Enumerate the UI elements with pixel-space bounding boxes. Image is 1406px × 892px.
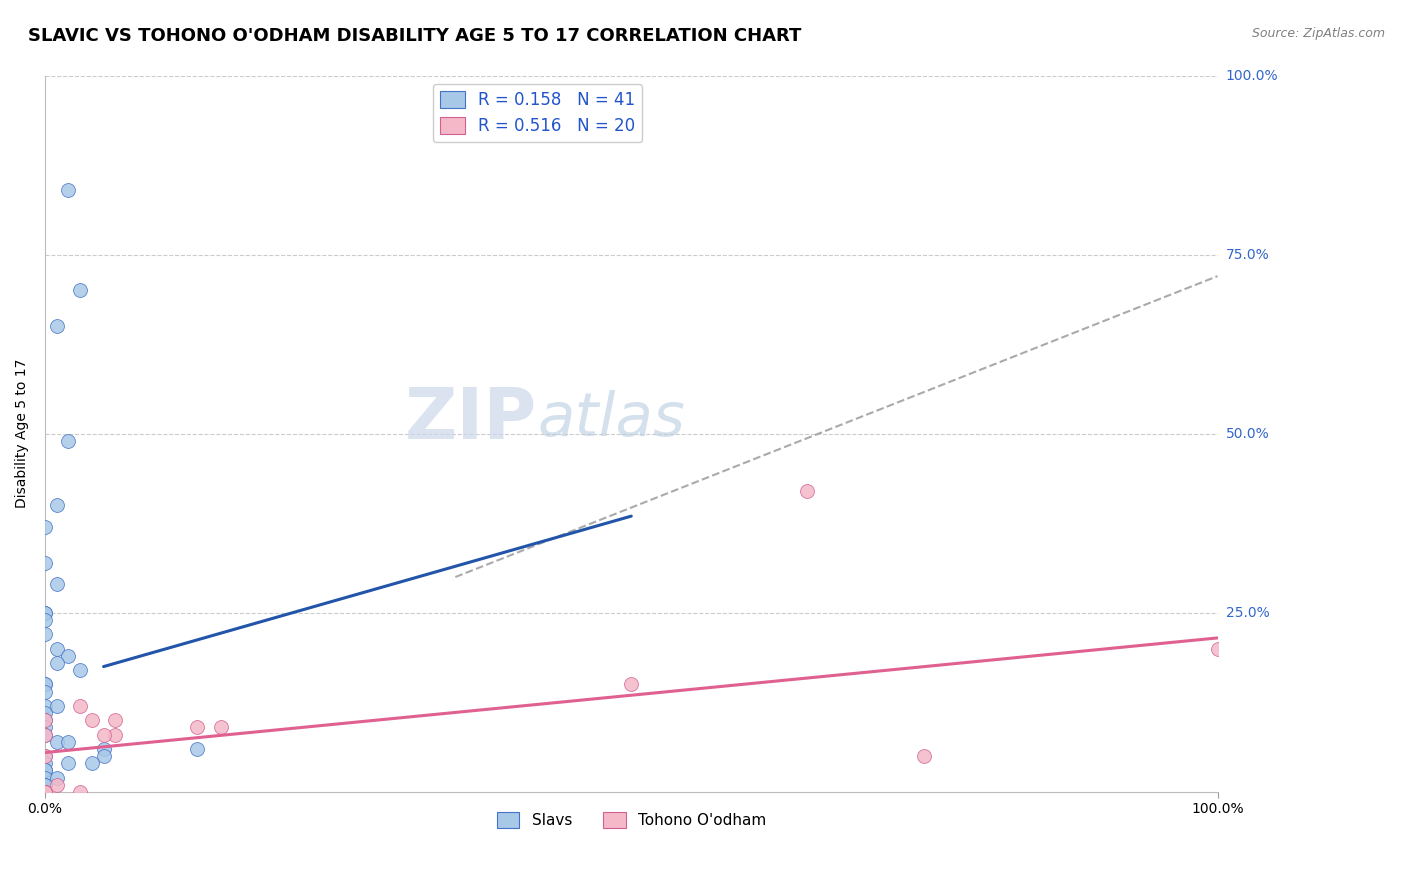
Point: [34, 556, 56, 570]
Y-axis label: Disability Age 5 to 17: Disability Age 5 to 17: [15, 359, 30, 508]
Point: [186, 742, 208, 756]
Point: [34, 627, 56, 641]
Point: [34, 677, 56, 691]
Point: [69, 284, 91, 298]
Point: [34, 728, 56, 742]
Point: [80, 714, 103, 728]
Point: [1206, 641, 1229, 656]
Point: [34, 785, 56, 799]
Point: [34, 764, 56, 778]
Point: [45, 319, 67, 334]
Point: [45, 698, 67, 713]
Point: [34, 606, 56, 620]
Point: [45, 499, 67, 513]
Text: 50.0%: 50.0%: [1226, 426, 1270, 441]
Point: [45, 641, 67, 656]
Point: [34, 706, 56, 720]
Point: [796, 484, 818, 499]
Point: [34, 606, 56, 620]
Text: 75.0%: 75.0%: [1226, 248, 1270, 261]
Point: [34, 749, 56, 764]
Point: [34, 721, 56, 735]
Point: [34, 677, 56, 691]
Point: [45, 778, 67, 792]
Point: [93, 749, 115, 764]
Point: [34, 771, 56, 785]
Point: [104, 728, 127, 742]
Point: [69, 663, 91, 677]
Point: [58, 183, 80, 197]
Point: [34, 785, 56, 799]
Text: Source: ZipAtlas.com: Source: ZipAtlas.com: [1251, 27, 1385, 40]
Point: [34, 520, 56, 534]
Point: [209, 721, 232, 735]
Point: [58, 434, 80, 448]
Point: [34, 785, 56, 799]
Point: [93, 742, 115, 756]
Point: [80, 756, 103, 771]
Legend: Slavs, Tohono O'odham: Slavs, Tohono O'odham: [491, 806, 772, 835]
Text: 25.0%: 25.0%: [1226, 606, 1270, 620]
Point: [34, 756, 56, 771]
Point: [45, 771, 67, 785]
Point: [34, 785, 56, 799]
Point: [58, 648, 80, 663]
Text: atlas: atlas: [537, 390, 685, 449]
Point: [45, 577, 67, 591]
Point: [45, 735, 67, 749]
Point: [34, 714, 56, 728]
Text: ZIP: ZIP: [405, 385, 537, 454]
Point: [69, 698, 91, 713]
Point: [186, 721, 208, 735]
Point: [34, 749, 56, 764]
Point: [34, 728, 56, 742]
Point: [58, 735, 80, 749]
Point: [34, 764, 56, 778]
Point: [34, 778, 56, 792]
Point: [45, 656, 67, 670]
Point: [34, 698, 56, 713]
Point: [104, 714, 127, 728]
Point: [34, 684, 56, 698]
Text: 100.0%: 100.0%: [1226, 69, 1278, 83]
Point: [93, 728, 115, 742]
Point: [620, 677, 643, 691]
Point: [34, 778, 56, 792]
Point: [912, 749, 935, 764]
Text: SLAVIC VS TOHONO O'ODHAM DISABILITY AGE 5 TO 17 CORRELATION CHART: SLAVIC VS TOHONO O'ODHAM DISABILITY AGE …: [28, 27, 801, 45]
Point: [34, 613, 56, 627]
Point: [34, 785, 56, 799]
Point: [58, 756, 80, 771]
Point: [69, 785, 91, 799]
Point: [34, 714, 56, 728]
